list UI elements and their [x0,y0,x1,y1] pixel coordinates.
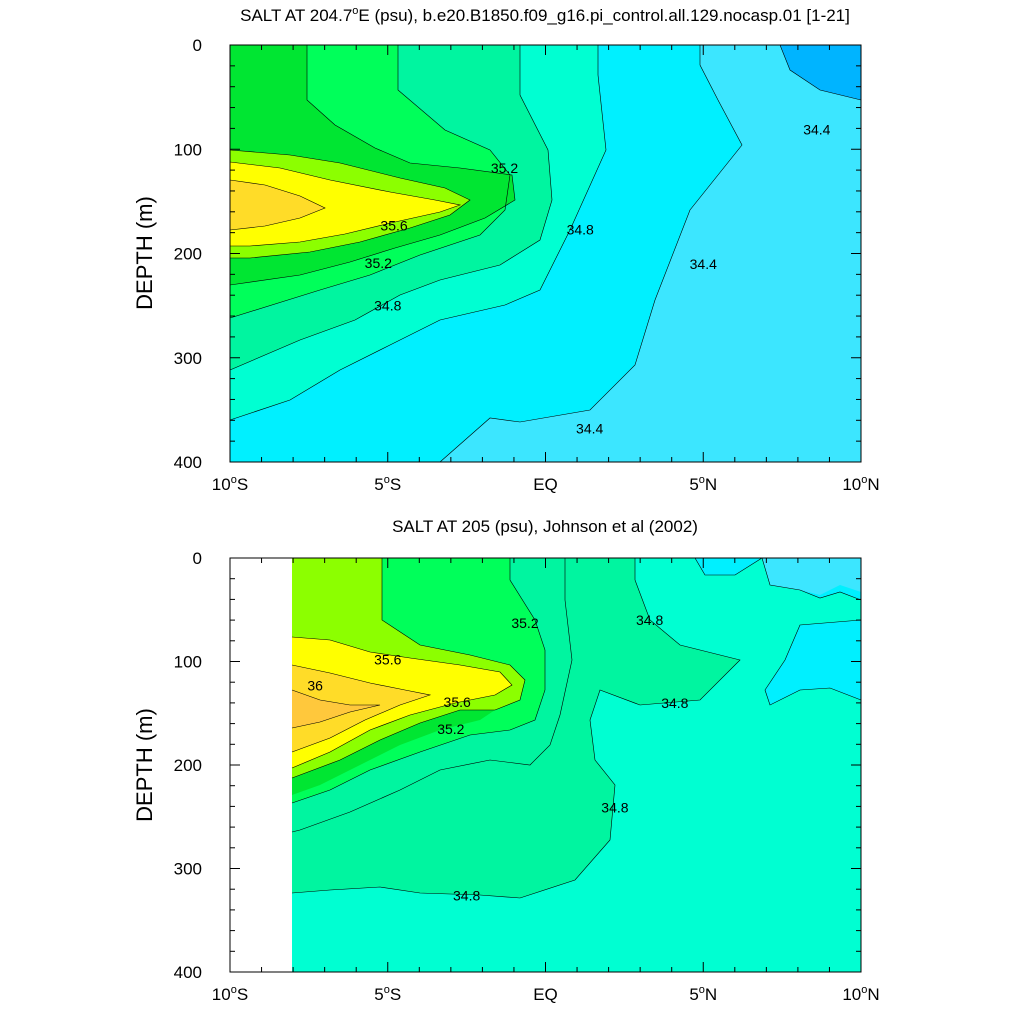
top-contour-lines [229,44,862,463]
top-title-part-1: SALT AT 204.7 [240,6,352,25]
bottom-y-axis: 0 100 200 300 400 [174,549,861,982]
bottom-salt-34.2-34.4 [762,558,861,595]
top-contour-label: 34.4 [576,421,603,437]
top-contour-label: 35.6 [380,217,407,233]
top-x-axis: 10oS 5oS EQ 5oN 10oN [212,45,880,494]
bottom-x-tick-label: 5oN [689,984,717,1004]
bottom-contour-label: 34.8 [661,695,688,711]
bottom-x-tick-label: 5oS [374,984,401,1004]
bottom-x-axis: 10oS 5oS EQ 5oN 10oN [212,558,880,1004]
top-y-tick-label: 200 [174,245,202,264]
top-contour-label: 34.4 [690,256,717,272]
top-y-axis: 0 100 200 300 400 [174,36,861,472]
top-x-tick-label: 10oS [212,474,248,494]
top-title: SALT AT 204.7oE (psu), b.e20.B1850.f09_g… [240,5,850,25]
bottom-y-tick-label: 400 [174,963,202,982]
bottom-plot-fills [230,558,861,972]
top-contour-label: 34.4 [803,121,830,137]
top-contour-label: 34.8 [374,298,401,314]
bottom-y-tick-label: 300 [174,860,202,879]
bottom-salt-34.4-34.6-b [765,620,861,705]
bottom-contour-label: 36 [307,677,323,693]
top-salt-35.6-35.8 [230,162,460,246]
bottom-x-tick-label: 10oN [842,984,879,1004]
bottom-missing-data [230,558,292,972]
bottom-x-tick-label: EQ [533,985,558,1004]
bottom-y-tick-label: 100 [174,653,202,672]
bottom-contour-lines [291,557,862,899]
top-y-axis-label: DEPTH (m) [132,196,157,310]
top-salt-34.2-34.4 [780,45,861,100]
bottom-x-tick-label: 10oS [212,984,248,1004]
bottom-panel: SALT AT 205 (psu), Johnson et al (2002) [132,517,880,1004]
top-x-tick-label: 5oS [374,474,401,494]
top-x-tick-label: EQ [533,475,558,494]
bottom-contour-label: 35.2 [437,721,464,737]
bottom-y-tick-label: 0 [193,549,202,568]
top-x-tick-label: 5oN [689,474,717,494]
top-plot-fills [230,45,861,462]
top-contour-label: 35.2 [491,160,518,176]
top-y-tick-label: 100 [174,140,202,159]
bottom-contour-labels: 35.2 34.8 35.6 36 35.6 34.8 35.2 34.8 34.8 [307,612,688,903]
bottom-y-axis-label: DEPTH (m) [132,708,157,822]
top-contour-label: 35.2 [365,255,392,271]
top-contour-labels: 35.2 35.6 34.8 35.2 34.4 34.8 34.4 34.4 [365,121,831,436]
bottom-y-tick-label: 200 [174,756,202,775]
top-y-tick-label: 0 [193,36,202,55]
bottom-salt-35.2-35.4-inner [292,710,495,795]
bottom-contour-label: 34.8 [601,799,628,815]
top-contour-label: 34.8 [567,222,594,238]
top-x-tick-label: 10oN [842,474,879,494]
bottom-contour-label: 35.2 [511,615,538,631]
top-panel: SALT AT 204.7oE (psu), b.e20.B1850.f09_g… [132,5,880,494]
bottom-contour-label: 34.8 [453,887,480,903]
bottom-contour-label: 35.6 [374,651,401,667]
bottom-title: SALT AT 205 (psu), Johnson et al (2002) [392,517,698,536]
top-title-part-2: E (psu), b.e20.B1850.f09_g16.pi_control.… [358,6,849,25]
top-y-tick-label: 300 [174,349,202,368]
bottom-contour-label: 34.8 [636,612,663,628]
top-y-tick-label: 400 [174,453,202,472]
bottom-salt-36.0-36.2 [292,690,380,728]
top-title-degree: o [352,5,358,17]
bottom-contour-label: 35.6 [444,694,471,710]
